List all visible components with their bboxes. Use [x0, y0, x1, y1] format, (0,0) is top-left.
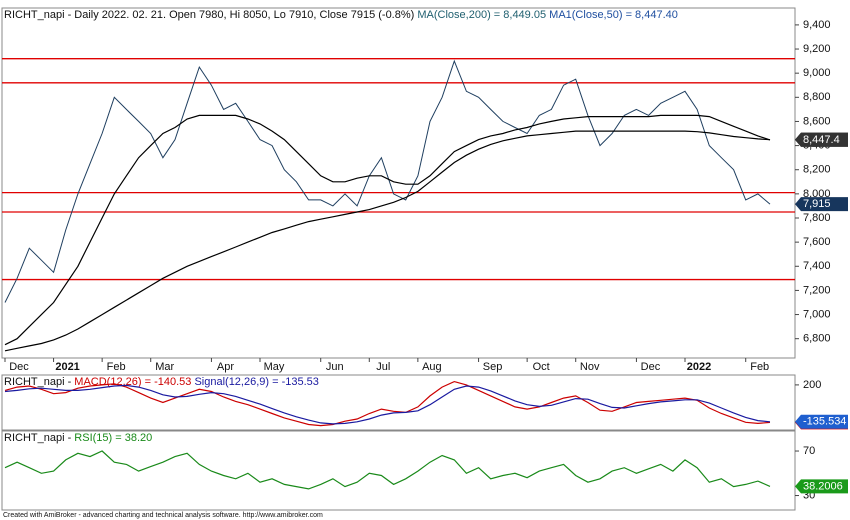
badge-shape	[795, 479, 848, 494]
y-tick-label: 9,400	[803, 19, 831, 31]
y-tick-label: 8,000	[803, 188, 831, 200]
x-tick-label: Jun	[326, 361, 344, 373]
x-tick-label: Feb	[750, 361, 769, 373]
value-badge: 7,915	[795, 197, 848, 212]
y-tick-label: 6,800	[803, 333, 831, 345]
x-tick-label: 2022	[687, 361, 711, 373]
x-tick-label: Oct	[533, 361, 550, 373]
y-tick-label: 7,000	[803, 308, 831, 320]
y-tick-label: 7,200	[803, 284, 831, 296]
panel-title: RICHT_napi - Daily 2022. 02. 21. Open 79…	[4, 9, 678, 21]
badge-label: 38.2006	[803, 480, 843, 492]
x-tick-label: Jul	[376, 361, 390, 373]
value-badge: 38.2006	[795, 479, 848, 494]
x-tick-label: 2021	[55, 361, 79, 373]
y-tick-label: 7,800	[803, 212, 831, 224]
series-line	[4, 384, 771, 425]
x-tick-label: Nov	[580, 361, 600, 373]
badge-shape	[795, 414, 848, 429]
panel-title-text: RICHT_napi - Daily 2022. 02. 21. Open 79…	[4, 9, 414, 21]
y-tick-label: 8,200	[803, 164, 831, 176]
x-tick-label: Sep	[483, 361, 503, 373]
y-tick-label: 70	[803, 445, 815, 457]
series-line	[4, 450, 771, 490]
badge-shape	[795, 132, 848, 147]
y-tick-label: 9,000	[803, 67, 831, 79]
badge-shape	[795, 197, 848, 212]
x-tick-label: Apr	[217, 361, 234, 373]
x-tick-label: Dec	[9, 361, 29, 373]
value-badge: -135.534	[795, 414, 848, 429]
panel-frame	[1, 374, 796, 431]
panel-title: RICHT_napi - MACD(12,26) = -140.53 Signa…	[4, 376, 319, 388]
series-line	[4, 380, 771, 427]
x-tick-label: Aug	[422, 361, 442, 373]
y-tick-label: 9,200	[803, 43, 831, 55]
series-line	[4, 114, 771, 346]
panel-title: RICHT_napi - RSI(15) = 38.20	[4, 432, 152, 444]
panel-frame	[1, 430, 796, 511]
badge-label: 8,447.4	[803, 134, 840, 146]
legend-entry: RSI(15) = 38.20	[74, 432, 152, 444]
y-tick-label: 7,600	[803, 236, 831, 248]
legend-entry: Signal(12,26,9) = -135.53	[194, 376, 318, 388]
panel-title-text: RICHT_napi -	[4, 432, 74, 444]
legend-entry: MA1(Close,50) = 8,447.40	[549, 9, 678, 21]
x-tick-label: Dec	[641, 361, 661, 373]
series-line	[4, 130, 771, 352]
value-badge: 8,447.4	[795, 132, 848, 147]
x-tick-label: May	[264, 361, 285, 373]
badge-label: 7,915	[803, 198, 831, 210]
y-tick-label: 200	[803, 379, 821, 391]
series-line	[4, 59, 771, 303]
panel-frame	[1, 7, 796, 359]
y-tick-label: 7,400	[803, 260, 831, 272]
x-tick-label: Feb	[107, 361, 126, 373]
footer: Created with AmiBroker - advanced charti…	[3, 512, 323, 519]
x-tick-label: Mar	[155, 361, 174, 373]
badge-label: -135.534	[803, 416, 846, 428]
y-tick-label: 8,600	[803, 115, 831, 127]
legend-entry: MA(Close,200) = 8,449.05	[417, 9, 546, 21]
panel-title-text: RICHT_napi -	[4, 376, 74, 388]
y-tick-label: 8,800	[803, 91, 831, 103]
